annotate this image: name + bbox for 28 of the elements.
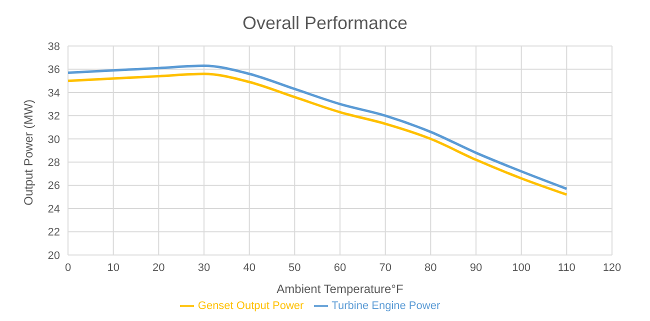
y-axis-title: Output Power (MW) — [21, 99, 36, 206]
y-tick-label: 34 — [48, 87, 60, 100]
y-tick-label: 32 — [48, 110, 60, 123]
y-tick-label: 26 — [48, 180, 60, 192]
x-tick-label: 40 — [243, 262, 256, 274]
x-tick-label: 20 — [152, 262, 165, 274]
x-tick-label: 30 — [198, 262, 210, 274]
chart-title: Overall Performance — [241, 12, 409, 35]
y-tick-label: 30 — [48, 134, 60, 146]
y-tick-label: 20 — [48, 250, 60, 262]
y-tick-label: 38 — [48, 40, 60, 53]
y-tick-label: 36 — [48, 64, 60, 76]
x-tick-label: 0 — [64, 262, 72, 274]
x-tick-label: 80 — [424, 262, 437, 274]
x-tick-label: 10 — [107, 262, 120, 274]
x-tick-label: 100 — [512, 262, 531, 274]
y-tick-label: 22 — [48, 226, 60, 239]
x-tick-label: 110 — [558, 262, 576, 274]
legend-label: Turbine Engine Power — [332, 300, 440, 312]
x-tick-label: 90 — [470, 262, 482, 274]
y-tick-label: 28 — [48, 157, 60, 170]
x-tick-label: 50 — [288, 262, 301, 274]
x-axis-title: Ambient Temperature°F — [276, 282, 404, 296]
x-tick-label: 60 — [334, 262, 346, 274]
y-tick-label: 24 — [48, 203, 60, 216]
legend-label: Genset Output Power — [198, 300, 304, 312]
x-tick-label: 70 — [379, 262, 392, 274]
x-tick-label: 120 — [602, 262, 622, 274]
